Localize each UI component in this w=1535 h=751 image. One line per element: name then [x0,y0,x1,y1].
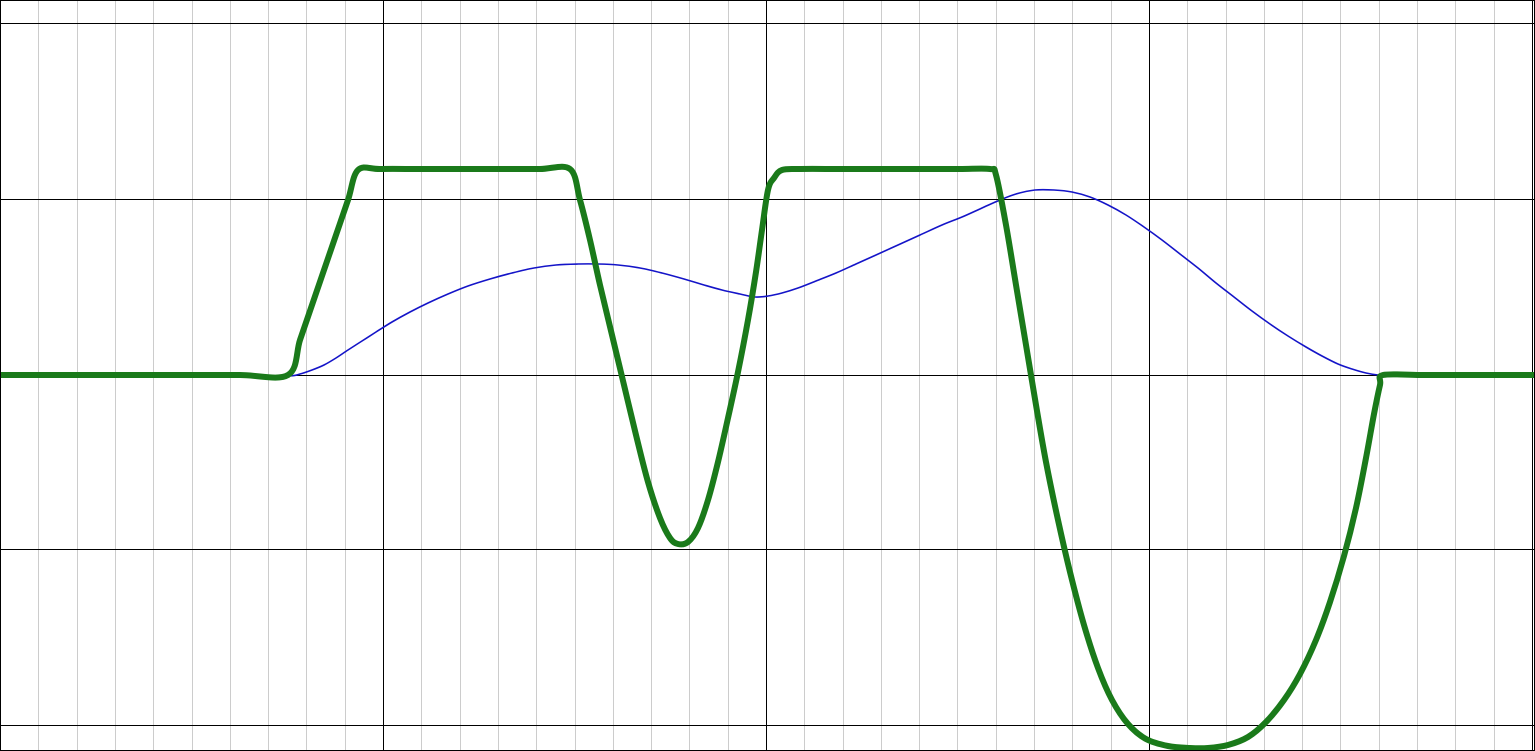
green-series-line [0,163,1535,751]
blue-series-line [0,188,1535,377]
